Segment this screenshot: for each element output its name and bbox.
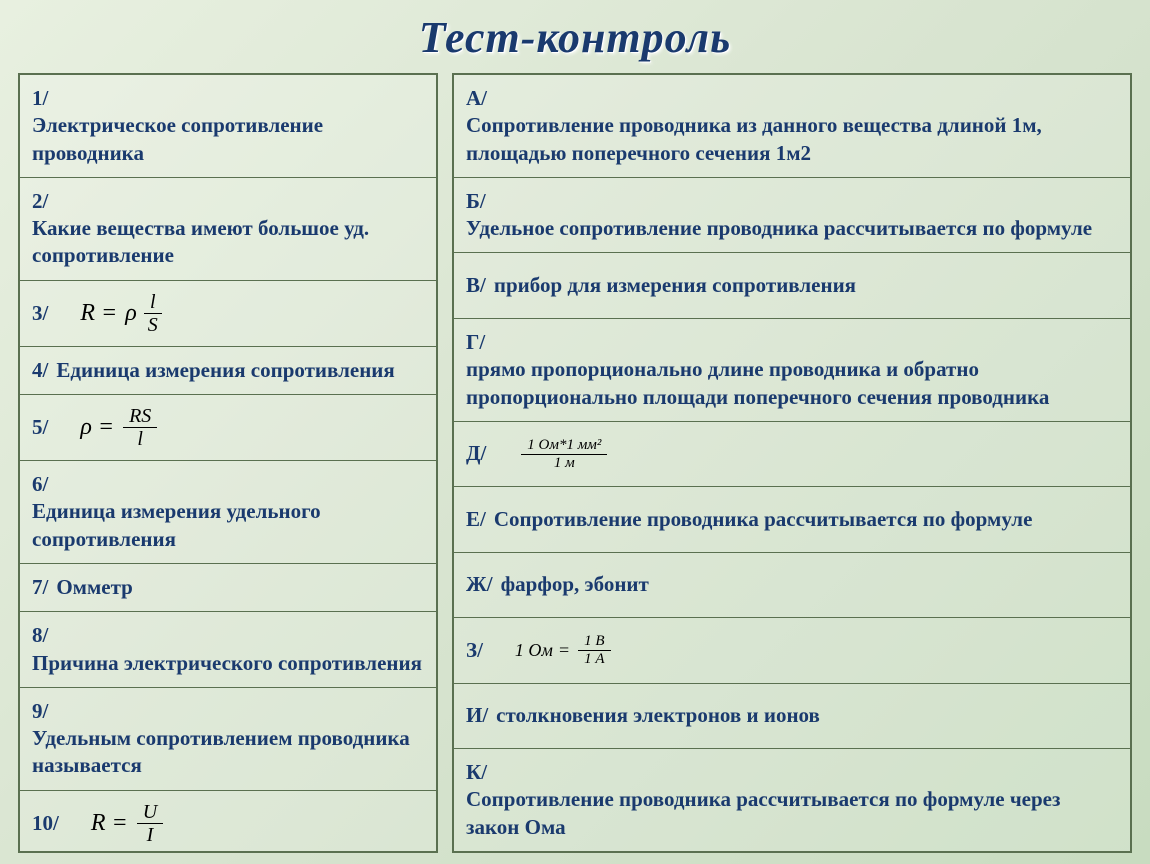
cell-text: столкновения электронов и ионов: [496, 702, 820, 729]
cell-text: прибор для измерения сопротивления: [494, 272, 856, 299]
cell-prefix: 6/: [32, 471, 48, 498]
cell-text: Единица измерения сопротивления: [56, 357, 394, 384]
cell-prefix: 2/: [32, 188, 48, 215]
cell-text: прямо пропорционально длине проводника и…: [466, 356, 1118, 411]
left-cell-6: 7/Омметр: [20, 564, 436, 612]
right-cell-8: И/столкновения электронов и ионов: [454, 684, 1130, 749]
cell-text: Удельным сопротивлением проводника назыв…: [32, 725, 424, 780]
page-title: Тест-контроль: [18, 12, 1132, 63]
right-cell-1: Б/Удельное сопротивление проводника расс…: [454, 178, 1130, 254]
left-column: 1/Электрическое сопротивление проводника…: [18, 73, 438, 853]
right-cell-2: В/прибор для измерения сопротивления: [454, 253, 1130, 318]
cell-text: Причина электрического сопротивления: [32, 650, 422, 677]
cell-prefix: 5/: [32, 414, 48, 441]
left-cell-8: 9/Удельным сопротивлением проводника наз…: [20, 688, 436, 791]
cell-prefix: К/: [466, 759, 487, 786]
left-cell-4: 5/ρ=RSl: [20, 395, 436, 461]
cell-text: Какие вещества имеют большое уд. сопроти…: [32, 215, 424, 270]
right-cell-9: К/Сопротивление проводника рассчитываетс…: [454, 749, 1130, 851]
formula: R=ρlS: [80, 291, 166, 336]
left-cell-3: 4/Единица измерения сопротивления: [20, 347, 436, 395]
cell-prefix: 3/: [32, 300, 48, 327]
right-column: А/Сопротивление проводника из данного ве…: [452, 73, 1132, 853]
right-cell-5: Е/Сопротивление проводника рассчитываетс…: [454, 487, 1130, 552]
cell-prefix: Ж/: [466, 571, 493, 598]
cell-prefix: З/: [466, 637, 483, 664]
cell-text: Электрическое сопротивление проводника: [32, 112, 424, 167]
cell-prefix: Б/: [466, 188, 486, 215]
cell-text: Сопротивление проводника рассчитывается …: [494, 506, 1033, 533]
cell-prefix: Е/: [466, 506, 486, 533]
cell-prefix: 7/: [32, 574, 48, 601]
formula: 1 Ом*1 мм²1 м: [518, 437, 610, 471]
cell-text: Единица измерения удельного сопротивлени…: [32, 498, 424, 553]
cell-text: Удельное сопротивление проводника рассчи…: [466, 215, 1092, 242]
cell-prefix: В/: [466, 272, 486, 299]
cell-prefix: Г/: [466, 329, 485, 356]
cell-text: Омметр: [56, 574, 133, 601]
left-cell-7: 8/Причина электрического сопротивления: [20, 612, 436, 688]
cell-prefix: 8/: [32, 622, 48, 649]
cell-prefix: А/: [466, 85, 487, 112]
formula: ρ=RSl: [80, 405, 160, 450]
right-cell-6: Ж/фарфор, эбонит: [454, 553, 1130, 618]
columns-wrapper: 1/Электрическое сопротивление проводника…: [18, 73, 1132, 853]
cell-text: Сопротивление проводника из данного веще…: [466, 112, 1118, 167]
left-cell-0: 1/Электрическое сопротивление проводника: [20, 75, 436, 178]
right-cell-7: З/1 Ом=1 В1 А: [454, 618, 1130, 683]
cell-text: фарфор, эбонит: [501, 571, 649, 598]
right-cell-0: А/Сопротивление проводника из данного ве…: [454, 75, 1130, 178]
cell-prefix: Д/: [466, 440, 486, 467]
cell-prefix: 10/: [32, 810, 59, 837]
right-cell-4: Д/1 Ом*1 мм²1 м: [454, 422, 1130, 487]
cell-text: Сопротивление проводника рассчитывается …: [466, 786, 1118, 841]
formula: 1 Ом=1 В1 А: [515, 633, 614, 667]
cell-prefix: И/: [466, 702, 488, 729]
right-cell-3: Г/прямо пропорционально длине проводника…: [454, 319, 1130, 422]
left-cell-1: 2/Какие вещества имеют большое уд. сопро…: [20, 178, 436, 281]
left-cell-2: 3/R=ρlS: [20, 281, 436, 347]
left-cell-5: 6/Единица измерения удельного сопротивле…: [20, 461, 436, 564]
cell-prefix: 1/: [32, 85, 48, 112]
formula: R=UI: [91, 801, 166, 846]
cell-prefix: 9/: [32, 698, 48, 725]
cell-prefix: 4/: [32, 357, 48, 384]
left-cell-9: 10/R=UI: [20, 791, 436, 856]
